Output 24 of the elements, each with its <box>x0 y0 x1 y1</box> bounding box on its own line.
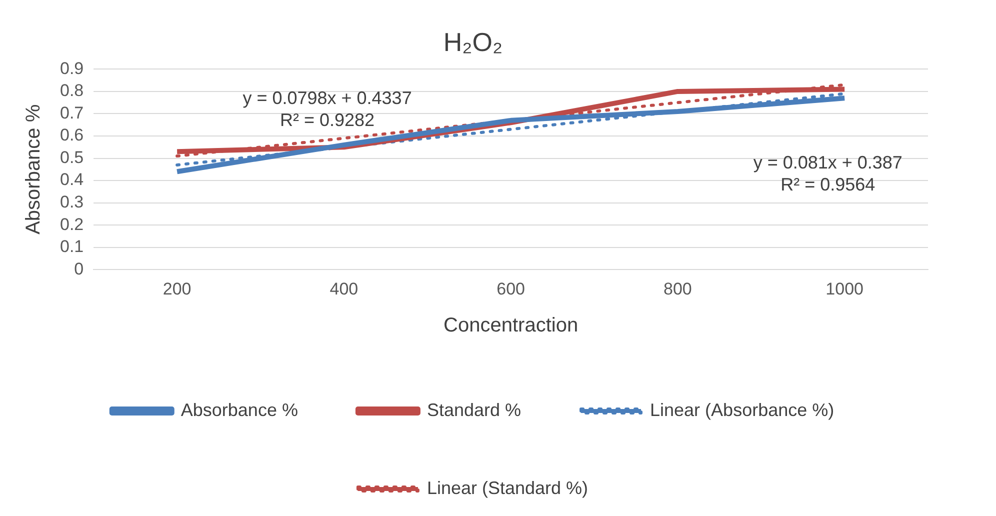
y-tick-label: 0.8 <box>60 81 84 100</box>
x-tick-label: 200 <box>162 279 192 298</box>
y-tick-label: 0.4 <box>60 170 84 190</box>
y-tick-label: 0.9 <box>60 58 84 78</box>
legend-label: Linear (Standard %) <box>426 478 588 498</box>
legend-label: Linear (Absorbance %) <box>650 400 834 420</box>
x-tick-label: 600 <box>496 279 526 298</box>
annotation: y = 0.081x + 0.387 R² = 0.9564 <box>753 152 902 194</box>
annotation: y = 0.0798x + 0.4337 R² = 0.9282 <box>242 88 412 130</box>
y-tick-label: 0.7 <box>60 103 84 122</box>
x-tick-label: 1000 <box>826 279 864 298</box>
x-axis-title: Concentraction <box>444 314 578 337</box>
y-axis-title: Absorbance % <box>22 104 45 234</box>
y-tick-label: 0.3 <box>60 192 84 212</box>
legend-label: Standard % <box>426 400 522 420</box>
y-tick-label: 0.2 <box>60 214 84 234</box>
y-tick-label: 0.6 <box>60 126 84 145</box>
chart-title: H₂O₂ <box>443 26 503 57</box>
x-tick-label: 400 <box>330 279 358 298</box>
x-tick-label: 800 <box>664 279 692 298</box>
y-tick-label: 0 <box>74 259 84 278</box>
legend-label: Absorbance % <box>180 400 298 420</box>
y-tick-label: 0.5 <box>60 148 84 167</box>
y-tick-label: 0.1 <box>60 237 84 256</box>
